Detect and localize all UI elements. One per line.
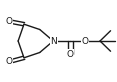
- Text: O: O: [81, 36, 88, 46]
- Text: O: O: [67, 50, 74, 59]
- Text: O: O: [5, 17, 12, 26]
- Text: O: O: [5, 57, 12, 66]
- Text: N: N: [50, 36, 57, 46]
